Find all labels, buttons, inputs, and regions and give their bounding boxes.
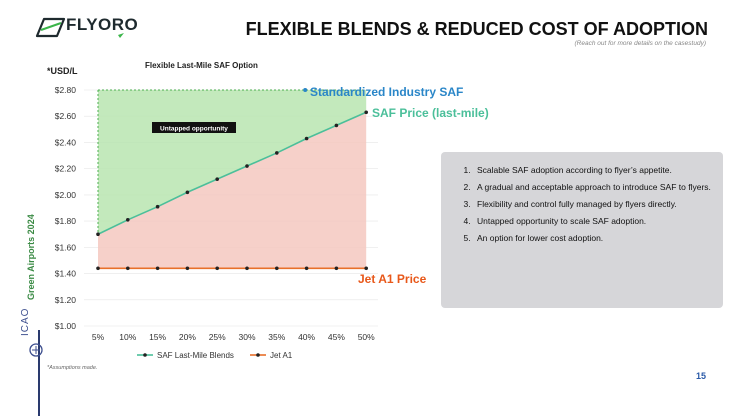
- y-tick-label: $1.60: [55, 242, 77, 252]
- data-point: [275, 266, 279, 271]
- data-point: [364, 266, 369, 271]
- y-tick-label: $1.20: [55, 295, 77, 305]
- data-point: [334, 266, 339, 271]
- y-tick-label: $1.40: [55, 269, 77, 279]
- brand-name: FLYORO: [66, 15, 139, 34]
- chart-legend: SAF Last-Mile Blends Jet A1: [137, 351, 293, 360]
- benefit-item: Flexibility and control fully managed by…: [473, 196, 711, 213]
- data-point: [364, 110, 369, 115]
- x-tick-label: 45%: [328, 332, 345, 342]
- data-point: [215, 177, 219, 181]
- benefit-item: Untapped opportunity to scale SAF adopti…: [473, 213, 711, 230]
- benefit-item: A gradual and acceptable approach to int…: [473, 179, 711, 196]
- page-title: FLEXIBLE BLENDS & REDUCED COST OF ADOPTI…: [245, 19, 708, 39]
- x-tick-label: 20%: [179, 332, 196, 342]
- y-tick-label: $1.80: [55, 216, 77, 226]
- left-accent-bar: [38, 330, 40, 416]
- series-line: [97, 111, 367, 235]
- y-tick-label: $2.80: [55, 85, 77, 95]
- y-tick-label: $1.00: [55, 321, 77, 331]
- chart-points: [96, 88, 369, 271]
- legend-label: Jet A1: [270, 351, 293, 360]
- data-point: [334, 123, 339, 128]
- chart-areas: [98, 90, 367, 269]
- y-tick-label: $2.40: [55, 137, 77, 147]
- data-point: [126, 218, 130, 222]
- untapped-label-bg: [152, 122, 236, 133]
- x-tick-label: 50%: [358, 332, 375, 342]
- x-tick-label: 5%: [92, 332, 105, 342]
- saf-price-label: SAF Price (last-mile): [372, 106, 489, 120]
- data-point: [96, 266, 100, 271]
- data-point: [185, 190, 190, 195]
- reference-point: [303, 88, 308, 92]
- data-point: [185, 266, 190, 271]
- chart-ticks: $1.00 $1.20 $1.40 $1.60 $1.80 $2.00 $2.20 $2.40…: [55, 85, 375, 342]
- units-label: *USD/L: [47, 66, 78, 76]
- x-tick-label: 15%: [149, 332, 166, 342]
- data-point: [155, 266, 160, 271]
- chart-title: Flexible Last-Mile SAF Option: [145, 61, 258, 70]
- data-point: [155, 204, 160, 209]
- benefits-box: Scalable SAF adoption according to flyer…: [441, 152, 723, 308]
- data-point: [96, 232, 100, 237]
- jet-a1-label: Jet A1 Price: [358, 272, 427, 286]
- untapped-label: Untapped opportunity: [160, 126, 228, 133]
- flyoro-logo-icon: [35, 17, 124, 38]
- cost-premium-area: [98, 112, 367, 269]
- icao-emblem-icon: [29, 343, 43, 357]
- data-point: [304, 136, 309, 141]
- x-tick-label: 30%: [238, 332, 255, 342]
- y-tick-label: $2.60: [55, 111, 77, 121]
- chart-series-lines: [97, 89, 367, 270]
- data-point: [275, 151, 279, 155]
- data-point: [304, 266, 309, 271]
- legend-marker: [143, 353, 147, 357]
- x-tick-label: 10%: [119, 332, 136, 342]
- chart-annotations: Untapped opportunity Standardized Industr…: [152, 85, 489, 286]
- legend-label: SAF Last-Mile Blends: [157, 351, 234, 360]
- data-point: [215, 266, 219, 271]
- y-tick-label: $2.00: [55, 190, 77, 200]
- data-point: [126, 266, 130, 271]
- x-tick-label: 25%: [209, 332, 226, 342]
- x-tick-label: 35%: [268, 332, 285, 342]
- standard-saf-label: Standardized Industry SAF: [310, 85, 463, 99]
- data-point: [245, 164, 249, 168]
- footnote: *Assumptions made.: [47, 365, 98, 371]
- page-number: 15: [695, 371, 706, 381]
- benefit-item: An option for lower cost adoption.: [473, 230, 711, 247]
- benefit-item: Scalable SAF adoption according to flyer…: [473, 162, 711, 179]
- x-tick-label: 40%: [298, 332, 315, 342]
- page-subtitle: (Reach out for more details on the cases…: [574, 40, 706, 47]
- data-point: [245, 266, 249, 271]
- legend-marker: [256, 353, 260, 357]
- y-tick-label: $2.20: [55, 164, 77, 174]
